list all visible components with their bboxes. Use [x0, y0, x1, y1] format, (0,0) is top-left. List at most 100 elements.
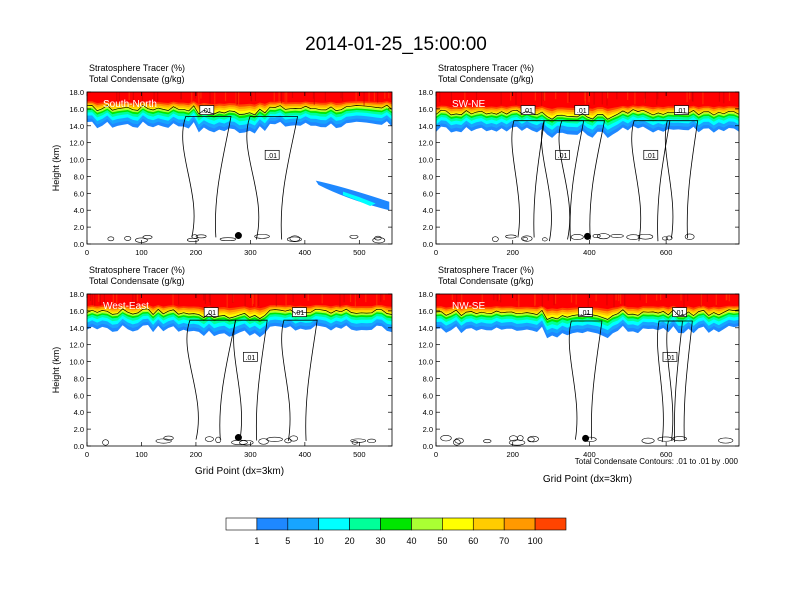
- contour-label: .01: [574, 105, 590, 115]
- contour-note: Total Condensate Contours: .01 to .01 by…: [575, 457, 739, 466]
- panel-sw-ne: Stratosphere Tracer (%)Total Condensate …: [418, 63, 740, 257]
- tracer-field: [87, 92, 392, 211]
- y-tick-label: 14.0: [418, 122, 433, 131]
- condensate-contours: .01 .01 .01: [86, 307, 393, 446]
- tracer-field: [87, 294, 392, 338]
- colorbar-swatch: [380, 517, 412, 531]
- x-tick-label: 200: [506, 248, 519, 257]
- svg-text:.01: .01: [267, 153, 277, 160]
- y-tick-label: 10.0: [418, 156, 433, 165]
- x-tick-label: 200: [506, 450, 519, 459]
- y-tick-label: 12.0: [418, 139, 433, 148]
- panel-title-condensate: Total Condensate (g/kg): [89, 74, 185, 84]
- panel-west-east: Stratosphere Tracer (%)Total Condensate …: [51, 265, 393, 477]
- x-tick-label: 100: [135, 450, 148, 459]
- y-tick-label: 14.0: [69, 122, 84, 131]
- svg-text:.01: .01: [677, 108, 687, 115]
- svg-text:.01: .01: [581, 310, 591, 317]
- svg-text:.01: .01: [246, 355, 256, 362]
- colorbar-swatch: [256, 517, 289, 531]
- y-tick-label: 18.0: [69, 290, 84, 299]
- colorbar-label: 20: [345, 536, 355, 546]
- panel-label: SW-NE: [452, 99, 485, 110]
- y-tick-label: 4.0: [423, 408, 433, 417]
- y-tick-label: 0.0: [423, 240, 433, 249]
- y-tick-label: 2.0: [423, 425, 433, 434]
- x-tick-label: 0: [434, 248, 438, 257]
- colorbar-label: 100: [528, 536, 543, 546]
- x-axis: 0 200 400 600: [434, 92, 672, 257]
- y-axis: 0.0 2.0 4.0 6.0 8.0 10.0 12.0 14.0 16.0 18.0: [418, 290, 739, 451]
- y-tick-label: 6.0: [74, 391, 84, 400]
- colorbar-swatch: [411, 517, 443, 531]
- colorbar: 1 5 10 20 30 40 50 60 70 100: [225, 517, 567, 546]
- svg-text:.01: .01: [558, 153, 568, 160]
- x-tick-label: 200: [190, 248, 203, 257]
- svg-text:.01: .01: [646, 153, 656, 160]
- y-tick-label: 10.0: [418, 358, 433, 367]
- y-axis: 0.0 2.0 4.0 6.0 8.0 10.0 12.0 14.0 16.0 18.0: [418, 88, 739, 249]
- panel-title-condensate: Total Condensate (g/kg): [438, 276, 534, 286]
- y-tick-label: 14.0: [69, 324, 84, 333]
- y-tick-label: 16.0: [418, 105, 433, 114]
- x-tick-label: 400: [299, 450, 312, 459]
- y-tick-label: 14.0: [418, 324, 433, 333]
- x-tick-label: 500: [353, 450, 366, 459]
- panel-title-condensate: Total Condensate (g/kg): [89, 276, 185, 286]
- x-tick-label: 0: [434, 450, 438, 459]
- condensate-contours: .01.01: [86, 104, 393, 244]
- colorbar-swatch: [318, 517, 350, 531]
- panel-title-tracer: Stratosphere Tracer (%): [438, 63, 534, 73]
- y-tick-label: 6.0: [423, 391, 433, 400]
- y-tick-label: 16.0: [69, 105, 84, 114]
- y-tick-label: 18.0: [69, 88, 84, 97]
- y-tick-label: 4.0: [423, 206, 433, 215]
- tracer-field: [436, 294, 739, 339]
- contour-label: .01: [264, 149, 280, 160]
- y-tick-label: 8.0: [74, 374, 84, 383]
- colorbar-label: 40: [406, 536, 416, 546]
- x-tick-label: 100: [135, 248, 148, 257]
- y-axis-label: Height (km): [51, 145, 61, 192]
- svg-text:.01: .01: [206, 310, 216, 317]
- colorbar-label: 30: [376, 536, 386, 546]
- contour-label: .01: [643, 149, 659, 160]
- condensate-contours: .01 .01 .01: [435, 307, 740, 446]
- y-tick-label: 2.0: [74, 425, 84, 434]
- location-marker: [234, 232, 242, 240]
- x-axis-label: Grid Point (dx=3km): [543, 474, 632, 485]
- location-marker: [234, 434, 242, 442]
- contour-label: .01: [243, 351, 258, 362]
- colorbar-label: 10: [314, 536, 324, 546]
- y-tick-label: 8.0: [74, 172, 84, 181]
- colorbar-swatch: [503, 517, 536, 531]
- location-marker: [584, 232, 591, 240]
- x-tick-label: 200: [190, 450, 203, 459]
- y-tick-label: 0.0: [423, 442, 433, 451]
- figure-title: 2014-01-25_15:00:00: [305, 34, 487, 55]
- panel-south-north: Stratosphere Tracer (%)Total Condensate …: [51, 63, 393, 257]
- y-tick-label: 4.0: [74, 206, 84, 215]
- colorbar-label: 50: [437, 536, 447, 546]
- y-tick-label: 12.0: [69, 139, 84, 148]
- x-tick-label: 600: [660, 248, 673, 257]
- y-tick-label: 8.0: [423, 374, 433, 383]
- y-tick-label: 2.0: [74, 223, 84, 232]
- colorbar-swatch: [442, 517, 474, 531]
- x-tick-label: 400: [299, 248, 312, 257]
- plot-frame: [86, 293, 393, 447]
- x-tick-label: 600: [660, 450, 673, 459]
- y-tick-label: 16.0: [69, 307, 84, 316]
- contour-label: .01: [578, 307, 593, 317]
- y-tick-label: 2.0: [423, 223, 433, 232]
- svg-text:.01: .01: [675, 310, 685, 317]
- x-tick-label: 400: [583, 450, 596, 459]
- svg-text:.01: .01: [295, 310, 305, 317]
- contour-label: .01: [672, 307, 687, 317]
- colorbar-swatch: [472, 517, 505, 531]
- colorbar-swatch: [287, 517, 320, 531]
- y-axis: 0.0 2.0 4.0 6.0 8.0 10.0 12.0 14.0 16.0 18.0 Heigh…: [51, 88, 392, 249]
- panel-nw-se: Stratosphere Tracer (%)Total Condensate …: [418, 265, 740, 485]
- x-tick-label: 0: [85, 450, 89, 459]
